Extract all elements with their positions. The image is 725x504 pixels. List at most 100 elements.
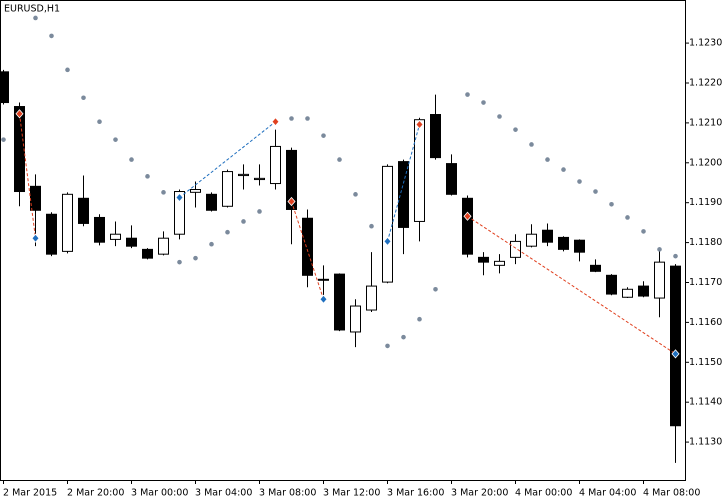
plot-area [0, 15, 681, 463]
sar-dot [369, 223, 374, 229]
x-tick-label: 4 Mar 04:00 [579, 488, 636, 499]
sar-dot [113, 137, 118, 142]
x-tick-label: 4 Mar 00:00 [515, 488, 572, 499]
candle-body [94, 216, 105, 243]
candle-body [142, 248, 153, 259]
x-tick-label: 2 Mar 2015 [3, 488, 57, 499]
candle-body [46, 213, 57, 255]
sar-dot [561, 167, 566, 172]
x-tick-label: 3 Mar 04:00 [195, 488, 252, 499]
sar-dot [97, 119, 102, 124]
trade-arrow [415, 119, 424, 130]
candle-body [30, 185, 41, 211]
trade-arrow [175, 192, 184, 203]
sar-dot [129, 157, 134, 162]
candle-body [494, 260, 505, 266]
candle-body [14, 106, 25, 193]
sar-dot [609, 201, 614, 207]
sar-dot [513, 127, 518, 132]
sar-dot [145, 174, 150, 179]
candle-body [78, 197, 89, 224]
candle-body [270, 145, 281, 185]
x-tick-label: 2 Mar 20:00 [67, 488, 124, 499]
y-tick-label: 1.1210 [689, 117, 722, 128]
x-tick-label: 3 Mar 00:00 [131, 488, 188, 499]
sar-dot [657, 247, 662, 252]
y-tick-label: 1.1190 [689, 197, 722, 208]
sar-dot [465, 92, 470, 97]
candle-body [190, 189, 201, 193]
candle-body [318, 278, 329, 281]
sar-dot [673, 253, 678, 259]
candle-body [446, 163, 457, 195]
sar-dot [193, 255, 198, 261]
y-tick-label: 1.1220 [689, 77, 722, 88]
candle-body [622, 288, 633, 298]
x-tick-label: 3 Mar 20:00 [451, 488, 508, 499]
candle-body [606, 274, 617, 295]
candle-body [62, 193, 73, 252]
trade-arrow [463, 211, 472, 221]
sar-dot [593, 189, 598, 194]
sar-dot [529, 142, 534, 147]
sar-dot [401, 334, 406, 340]
candle-body [398, 161, 409, 228]
candle-body [510, 240, 521, 258]
candle-body [478, 256, 489, 263]
sar-dot [321, 133, 326, 138]
y-tick-label: 1.1230 [689, 38, 722, 49]
trade-line [291, 201, 324, 300]
candle-body [526, 233, 537, 247]
x-tick-label: 4 Mar 08:00 [643, 488, 700, 499]
plot-frame [0, 0, 686, 481]
y-tick-label: 1.1200 [689, 157, 722, 168]
trade-arrow [319, 294, 328, 304]
candle-body [414, 119, 425, 222]
sar-dot [81, 95, 86, 101]
candle-body [286, 149, 297, 210]
candle-body [654, 261, 665, 299]
candle-body [542, 229, 553, 243]
sar-dot [225, 229, 230, 235]
candle-body [158, 237, 169, 255]
candle-body [558, 236, 569, 250]
sar-dot [33, 15, 38, 21]
sar-dot [1, 137, 6, 142]
sar-dot [65, 67, 70, 73]
y-tick-label: 1.1160 [689, 317, 722, 328]
sar-dot [577, 179, 582, 184]
trade-line [467, 215, 676, 355]
candle-body [430, 114, 441, 159]
sar-dot [353, 192, 358, 197]
candle-body [366, 285, 377, 311]
sar-dot [257, 209, 262, 214]
candle-body [222, 171, 233, 207]
trade-arrow [671, 349, 680, 359]
sar-dot [337, 157, 342, 162]
trade-line [179, 121, 276, 198]
y-tick-label: 1.1180 [689, 237, 722, 248]
candle-body [382, 165, 393, 283]
candle-body [670, 265, 681, 427]
trade-line [387, 124, 420, 242]
sar-dot [289, 116, 294, 121]
candle-body [254, 177, 265, 181]
sar-dot [209, 241, 214, 247]
x-tick-label: 3 Mar 12:00 [323, 488, 380, 499]
y-tick-label: 1.1170 [689, 277, 722, 288]
candle-body [0, 71, 9, 104]
y-tick-label: 1.1150 [689, 357, 722, 368]
sar-dot [305, 116, 310, 121]
trade-arrow [15, 109, 24, 119]
chart-title: EURUSD,H1 [4, 4, 60, 15]
sar-dot [161, 190, 166, 195]
candle-body [206, 193, 217, 211]
trade-arrow [383, 236, 392, 247]
candle-body [174, 191, 185, 235]
sar-dot [641, 229, 646, 234]
candle-body [334, 273, 345, 331]
candle-body [302, 217, 313, 276]
y-tick-label: 1.1130 [689, 437, 722, 448]
